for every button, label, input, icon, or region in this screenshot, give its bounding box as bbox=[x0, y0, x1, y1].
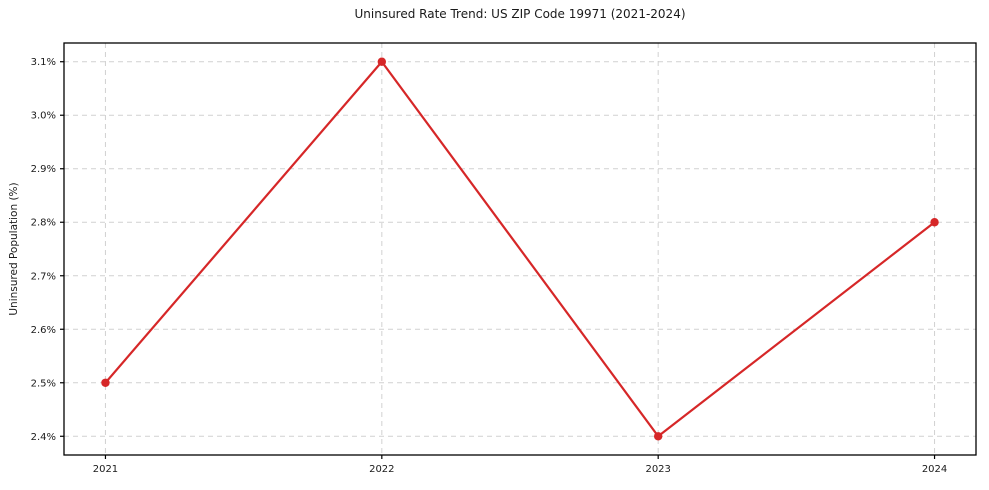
data-point-marker bbox=[377, 57, 387, 66]
y-tick-label: 2.6% bbox=[31, 325, 56, 336]
chart-title: Uninsured Rate Trend: US ZIP Code 19971 … bbox=[354, 7, 686, 21]
data-point-marker bbox=[930, 218, 939, 227]
data-point-marker bbox=[101, 378, 110, 387]
x-tick-label: 2024 bbox=[922, 464, 947, 475]
y-tick-label: 2.9% bbox=[31, 164, 56, 175]
y-tick-label: 2.4% bbox=[31, 432, 56, 443]
y-tick-label: 2.8% bbox=[31, 218, 56, 229]
data-point-marker bbox=[653, 432, 663, 441]
y-tick-label: 3.1% bbox=[31, 57, 56, 68]
plot-border bbox=[63, 42, 977, 456]
y-axis-label: Uninsured Population (%) bbox=[8, 182, 20, 316]
x-tick-label: 2021 bbox=[93, 464, 118, 475]
x-tick-label: 2023 bbox=[645, 464, 670, 475]
y-tick-label: 2.7% bbox=[31, 271, 56, 282]
x-tick-label: 2022 bbox=[369, 464, 394, 475]
trend-line bbox=[104, 60, 936, 438]
y-tick-label: 2.5% bbox=[31, 378, 56, 389]
y-tick-label: 3.0% bbox=[31, 111, 56, 122]
